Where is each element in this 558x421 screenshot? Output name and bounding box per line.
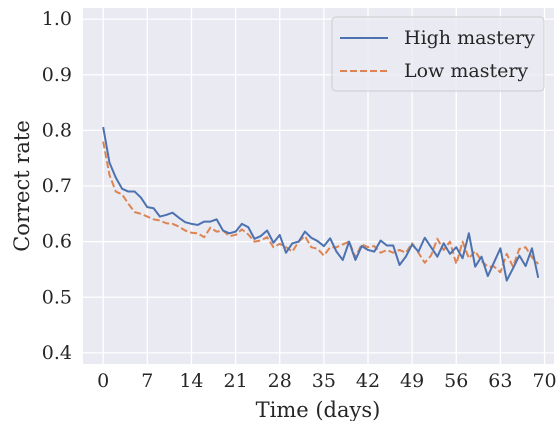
y-tick-label: 0.8 <box>42 119 72 141</box>
y-tick-label: 0.4 <box>42 342 72 364</box>
x-tick-label: 49 <box>400 370 424 392</box>
y-tick-label: 0.5 <box>42 286 72 308</box>
legend-label-low-mastery: Low mastery <box>404 60 528 82</box>
y-tick-label: 0.7 <box>42 175 72 197</box>
x-tick-labels: 0 7 14 21 28 35 42 49 56 63 70 <box>97 370 557 392</box>
x-tick-label: 7 <box>141 370 153 392</box>
x-tick-label: 35 <box>312 370 336 392</box>
y-tick-label: 1.0 <box>42 8 72 30</box>
x-tick-label: 28 <box>268 370 292 392</box>
series-layer <box>102 126 540 282</box>
y-tick-labels: 0.4 0.5 0.6 0.7 0.8 0.9 1.0 <box>42 8 72 364</box>
x-tick-label: 63 <box>488 370 512 392</box>
series-line-high-mastery <box>102 126 540 282</box>
legend: High mastery Low mastery <box>331 16 545 92</box>
series-line-low-mastery <box>102 141 539 274</box>
x-tick-label: 42 <box>356 370 380 392</box>
y-tick-label: 0.6 <box>42 231 72 253</box>
y-axis-title: Correct rate <box>10 120 34 252</box>
x-tick-label: 14 <box>179 370 203 392</box>
x-tick-label: 70 <box>532 370 556 392</box>
legend-label-high-mastery: High mastery <box>404 27 535 49</box>
x-tick-label: 0 <box>97 370 109 392</box>
x-tick-label: 56 <box>444 370 468 392</box>
x-tick-label: 21 <box>223 370 247 392</box>
y-tick-label: 0.9 <box>42 64 72 86</box>
legend-box <box>331 16 545 92</box>
x-axis-title: Time (days) <box>256 398 381 421</box>
